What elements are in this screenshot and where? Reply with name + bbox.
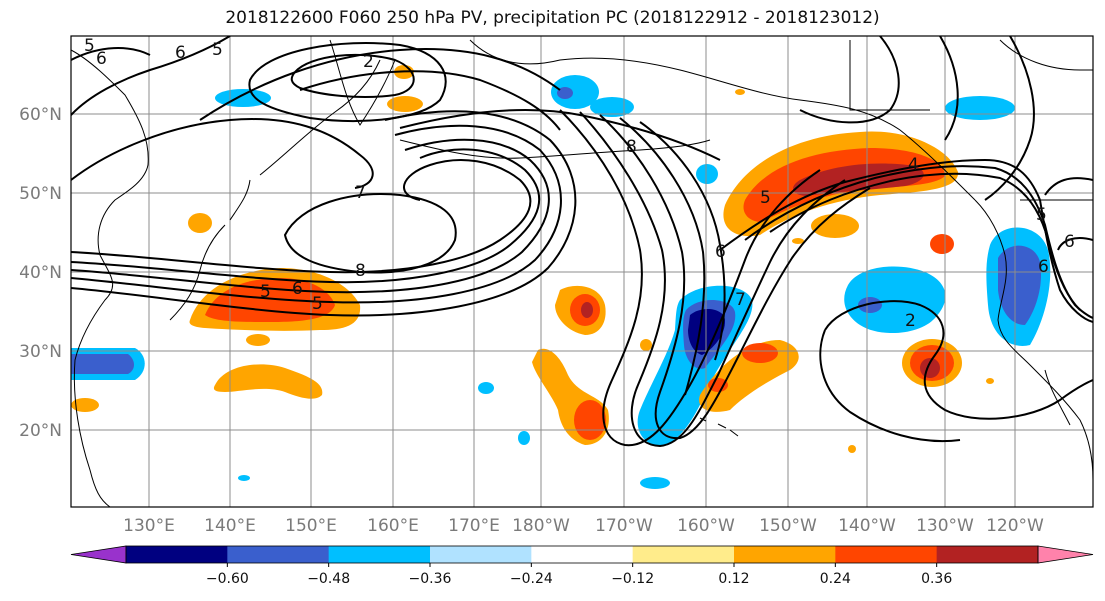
colorbar-extend-high (1037, 545, 1094, 564)
precip-blob (574, 400, 606, 440)
colorbar-segment (126, 546, 228, 563)
lon-label: 150°W (759, 516, 817, 536)
precip-blob (71, 354, 134, 374)
lon-label: 130°E (123, 516, 175, 536)
precip-blob (640, 477, 670, 489)
precip-blob (735, 89, 745, 95)
precip-blob (518, 431, 530, 445)
precip-blob (71, 398, 99, 412)
lon-label: 170°E (448, 516, 500, 536)
lon-label: 170°W (595, 516, 653, 536)
colorbar-segment (835, 546, 938, 563)
colorbar-segment (328, 546, 431, 563)
lat-label: 30°N (19, 342, 62, 362)
lat-label: 40°N (19, 263, 62, 283)
colorbar-tick-label: −0.48 (307, 571, 350, 587)
contour-label: 6 (292, 279, 303, 299)
precip-blob (986, 378, 994, 384)
precip-blob (238, 475, 250, 481)
colorbar-tick-label: 0.24 (820, 571, 851, 587)
precip-blob (246, 334, 270, 346)
colorbar-segment (430, 546, 532, 563)
precip-blob (213, 364, 323, 399)
precip-blob (581, 302, 593, 318)
precip-blob (557, 87, 573, 99)
colorbar-segment (936, 546, 1039, 563)
colorbar-segment (734, 546, 836, 563)
contour-label: 7 (355, 183, 366, 203)
contour-labels: 5 6 6 5 2 7 8 8 5 6 5 6 6 7 4 5 5 6 2 (84, 36, 1075, 331)
contour-label: 2 (905, 311, 916, 331)
precip-blob (742, 343, 778, 363)
precip-blob (696, 164, 718, 184)
contour-label: 2 (363, 52, 374, 72)
precip-blob (205, 278, 335, 322)
contour-label: 6 (715, 242, 726, 262)
graticule (71, 36, 1093, 507)
contour-label: 6 (1064, 232, 1075, 252)
lon-label: 120°W (986, 516, 1044, 536)
lat-label: 60°N (19, 105, 62, 125)
lon-label: 130°W (916, 516, 974, 536)
precip-blob (844, 266, 946, 334)
contour-label: 6 (96, 49, 107, 69)
colorbar-tick-label: −0.60 (206, 571, 249, 587)
contour-label: 6 (175, 43, 186, 63)
precip-blob (930, 234, 954, 254)
lon-label: 150°E (285, 516, 337, 536)
colorbar-extend-low (70, 545, 127, 564)
precip-blob (811, 214, 859, 238)
map-content (71, 36, 1093, 507)
contour-label: 5 (260, 282, 271, 302)
colorbar-tick-label: 0.12 (718, 571, 749, 587)
colorbar: −0.60 −0.48 −0.36 −0.24 −0.12 0.12 0.24 0.36 (70, 545, 1094, 587)
colorbar-tick-label: 0.36 (921, 571, 952, 587)
colorbar-segment (632, 546, 735, 563)
colorbar-tick-label: −0.12 (611, 571, 654, 587)
figure-title: 2018122600 F060 250 hPa PV, precipitatio… (225, 8, 880, 28)
precip-blob (551, 75, 599, 109)
lon-label: 160°W (677, 516, 735, 536)
map-frame (70, 35, 1094, 508)
pv-contours (71, 36, 1093, 448)
precip-blob (387, 96, 423, 112)
contour-label: 6 (1038, 257, 1049, 277)
contour-label: 8 (626, 137, 637, 157)
contour-label: 5 (212, 40, 223, 60)
lon-label: 180°W (512, 516, 570, 536)
precip-blob (188, 213, 212, 233)
lon-label: 140°W (838, 516, 896, 536)
contour-label: 5 (760, 188, 771, 208)
lat-label: 50°N (19, 184, 62, 204)
contour-label: 5 (1036, 205, 1047, 225)
precip-blob (640, 339, 652, 351)
latitude-labels: 60°N 50°N 40°N 30°N 20°N (19, 105, 62, 441)
precip-blob (478, 382, 494, 394)
coastlines (71, 39, 1093, 507)
precip-blob (998, 245, 1042, 325)
precip-blob (708, 378, 728, 392)
contour-label: 4 (908, 155, 919, 175)
colorbar-outline (125, 545, 1039, 564)
precip-blob (590, 97, 634, 117)
lat-label: 20°N (19, 421, 62, 441)
contour-label: 5 (84, 36, 95, 56)
precip-blob (848, 445, 856, 453)
colorbar-segment (531, 546, 634, 563)
colorbar-tick-label: −0.36 (409, 571, 452, 587)
contour-label: 5 (312, 294, 323, 314)
precip-blob (858, 297, 882, 313)
colorbar-segment (227, 546, 330, 563)
lon-label: 160°E (367, 516, 419, 536)
lon-label: 140°E (204, 516, 256, 536)
precip-blob (792, 238, 804, 244)
contour-label: 8 (355, 261, 366, 281)
colorbar-tick-label: −0.24 (510, 571, 553, 587)
longitude-labels: 130°E 140°E 150°E 160°E 170°E 180°W 170°… (123, 516, 1044, 536)
contour-label: 7 (735, 290, 746, 310)
